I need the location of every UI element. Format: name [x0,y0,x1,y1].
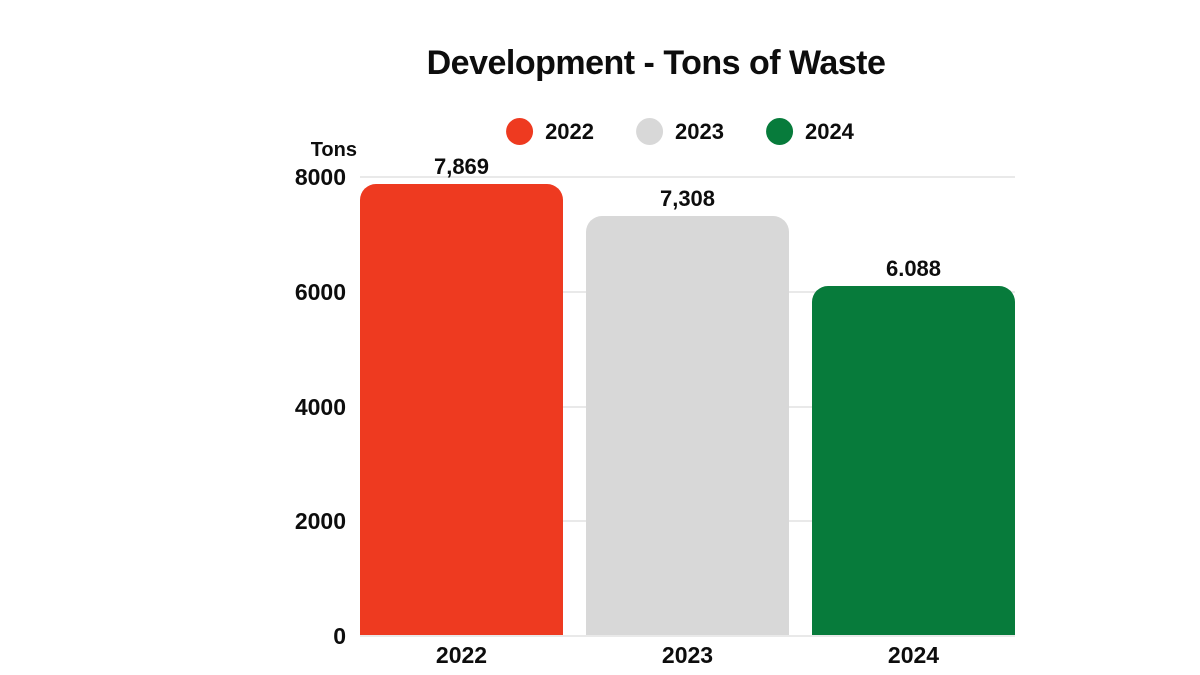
legend-item-2022: 2022 [506,118,594,145]
legend-dot-icon [506,118,534,145]
x-tick-label-2023: 2023 [661,642,714,668]
x-tick-label-2024: 2024 [887,642,940,668]
bar-2024 [812,285,1015,635]
plot-area: 7,869 7,308 6.088 [360,155,1015,637]
legend-item-label: 2023 [675,118,724,144]
bar-value-label-2022: 7,869 [433,153,490,179]
x-tick-label-2022: 2022 [435,642,488,668]
y-tick-label-6000: 6000 [294,278,346,305]
legend-item-2024: 2024 [765,118,854,145]
gridline-0 [360,635,1015,637]
bar-2022 [360,183,563,635]
legend-item-label: 2024 [804,118,854,144]
bar-2023 [586,215,789,635]
chart-title: Development - Tons of Waste [426,44,886,82]
y-tick-label-2000: 2000 [294,508,346,535]
legend: 2022 2023 2024 [506,118,854,145]
y-tick-label-0: 0 [333,623,346,649]
legend-dot-icon [765,118,793,145]
bar-value-label-2024: 6.088 [885,255,942,281]
y-tick-label-4000: 4000 [294,393,346,420]
gridline-8000 [360,176,1015,178]
bar-value-label-2023: 7,308 [659,185,716,211]
y-tick-label-8000: 8000 [294,164,346,190]
legend-item-2023: 2023 [636,118,724,145]
legend-item-label: 2022 [545,118,595,144]
legend-dot-icon [636,118,664,145]
y-axis-unit-label: Tons [310,139,357,161]
